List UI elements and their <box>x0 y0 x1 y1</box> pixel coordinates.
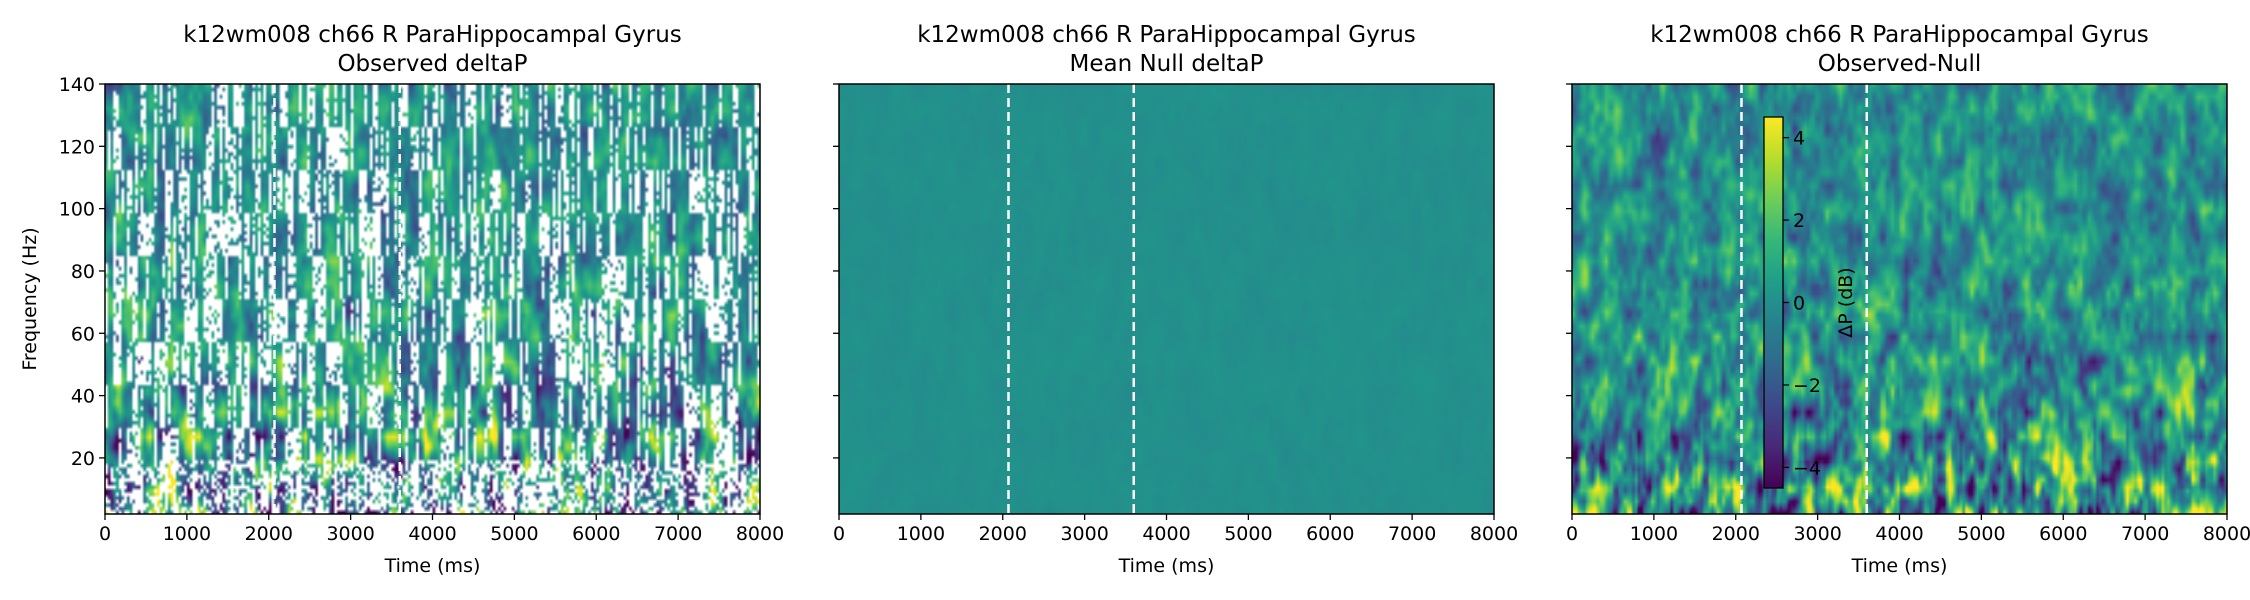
x-tick-label: 0 <box>99 523 111 545</box>
chart-subtitle: Observed deltaP <box>337 51 527 77</box>
x-tick-label: 8000 <box>736 523 784 545</box>
x-tick-label: 8000 <box>2203 523 2250 545</box>
x-tick-label: 3000 <box>1060 523 1108 545</box>
x-tick-label: 2000 <box>245 523 293 545</box>
colorbar-tick-label: −2 <box>1793 375 1821 397</box>
colorbar: −4 −2 0 2 4 ΔP (dB) <box>1763 116 1857 489</box>
x-axis-label: Time (ms) <box>384 555 481 577</box>
x-tick-label: 0 <box>833 523 845 545</box>
colorbar-tick-label: 0 <box>1793 293 1805 315</box>
x-tick-label: 5000 <box>1957 523 2005 545</box>
y-axis-label: Frequency (Hz) <box>19 227 41 370</box>
y-tick-label: 80 <box>71 261 95 283</box>
x-tick-label: 5000 <box>1224 523 1272 545</box>
heatmap-image <box>105 84 760 514</box>
y-tick-label: 20 <box>71 448 95 470</box>
panel-1: 0 1000 2000 3000 4000 5000 6000 7000 8000 20 40 60 8… <box>19 22 784 577</box>
chart-subtitle: Observed-Null <box>1818 51 1982 77</box>
y-tick-label: 140 <box>59 74 95 96</box>
x-tick-label: 4000 <box>1875 523 1923 545</box>
x-tick-label: 3000 <box>326 523 374 545</box>
panel-3: 0 1000 2000 3000 4000 5000 6000 7000 8000 k12wm00… <box>1566 22 2250 577</box>
x-tick-label: 2000 <box>979 523 1027 545</box>
colorbar-tick-label: 4 <box>1793 128 1805 150</box>
x-tick-label: 1000 <box>1630 523 1678 545</box>
colorbar-tick-label: −4 <box>1793 457 1821 479</box>
y-tick-label: 60 <box>71 323 95 345</box>
x-tick-label: 1000 <box>897 523 945 545</box>
colorbar-label: ΔP (dB) <box>1835 267 1857 337</box>
x-tick-label: 4000 <box>408 523 456 545</box>
x-tick-label: 6000 <box>572 523 620 545</box>
x-tick-label: 0 <box>1566 523 1578 545</box>
x-tick-label: 8000 <box>1470 523 1518 545</box>
x-tick-label: 1000 <box>163 523 211 545</box>
x-tick-label: 7000 <box>2121 523 2169 545</box>
x-tick-label: 6000 <box>2039 523 2087 545</box>
y-tick-label: 120 <box>59 136 95 158</box>
heatmap-image <box>1572 84 2227 514</box>
panel-2: 0 1000 2000 3000 4000 5000 6000 7000 8000 k12wm00… <box>833 22 1518 577</box>
colorbar-tick-label: 2 <box>1793 210 1805 232</box>
chart-title: k12wm008 ch66 R ParaHippocampal Gyrus <box>1650 22 2149 48</box>
colorbar-gradient <box>1763 116 1784 489</box>
x-tick-label: 7000 <box>654 523 702 545</box>
x-tick-label: 3000 <box>1793 523 1841 545</box>
heatmap-image <box>839 84 1494 514</box>
x-tick-label: 2000 <box>1712 523 1760 545</box>
x-axis-label: Time (ms) <box>1851 555 1948 577</box>
y-tick-label: 40 <box>71 386 95 408</box>
chart-title: k12wm008 ch66 R ParaHippocampal Gyrus <box>917 22 1416 48</box>
y-tick-label: 100 <box>59 199 95 221</box>
x-axis-label: Time (ms) <box>1118 555 1215 577</box>
x-tick-label: 5000 <box>490 523 538 545</box>
x-tick-label: 7000 <box>1388 523 1436 545</box>
x-tick-label: 6000 <box>1306 523 1354 545</box>
chart-subtitle: Mean Null deltaP <box>1070 51 1264 77</box>
x-tick-label: 4000 <box>1142 523 1190 545</box>
chart-title: k12wm008 ch66 R ParaHippocampal Gyrus <box>183 22 682 48</box>
